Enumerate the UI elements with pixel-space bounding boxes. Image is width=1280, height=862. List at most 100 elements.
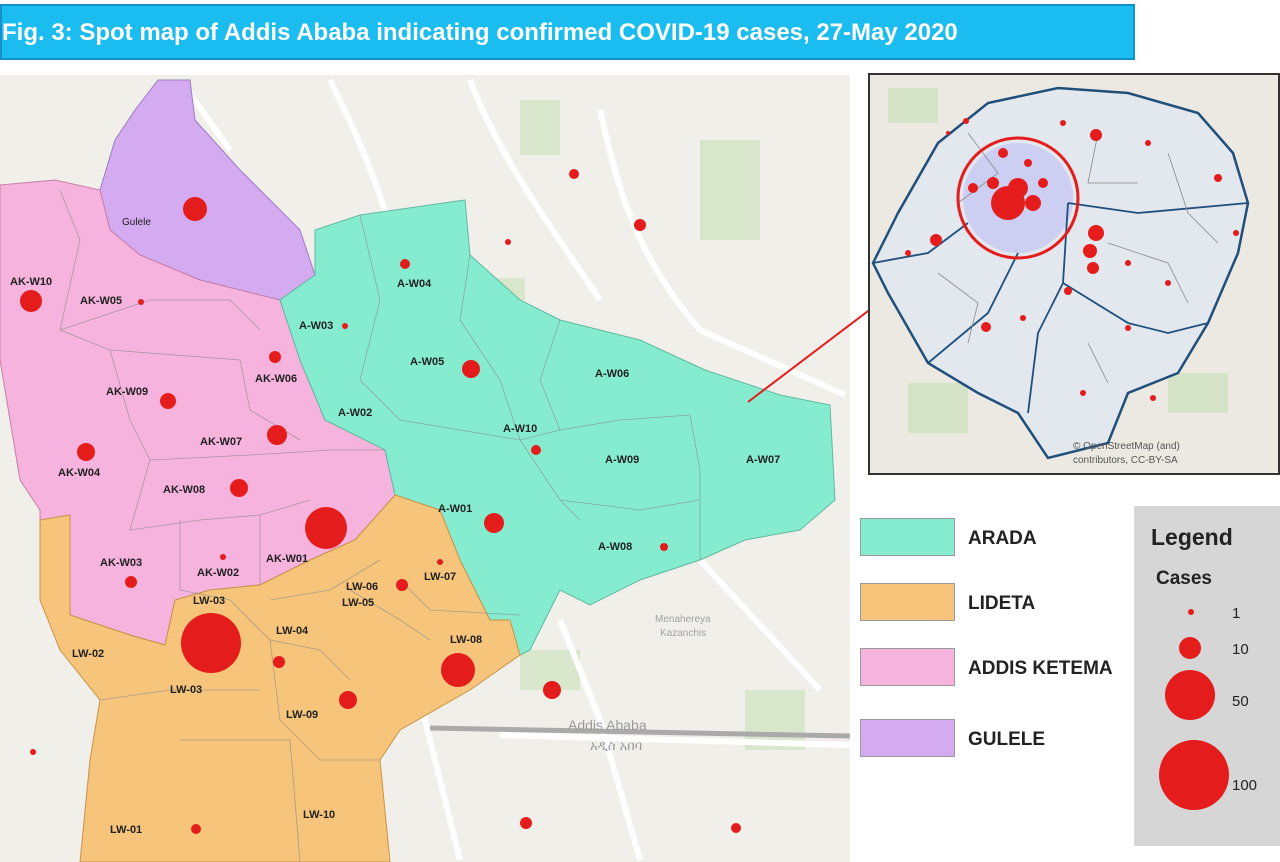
ward-label-ak-w10: AK-W10 <box>10 276 52 288</box>
legend-label-10: 10 <box>1232 641 1249 658</box>
inset-highlight-circle <box>956 136 1080 260</box>
case-dot <box>160 393 176 409</box>
ward-label-lw-09: LW-09 <box>286 709 318 721</box>
inset-ward-lines <box>937 132 1219 384</box>
inset-attribution-line2: contributors, CC-BY-SA <box>1073 455 1178 466</box>
ward-label-ak-w07: AK-W07 <box>200 436 242 448</box>
ward-label-lw-02: LW-02 <box>72 648 104 660</box>
ward-label-ak-w02: AK-W02 <box>197 567 239 579</box>
ward-label-ak-w01: AK-W01 <box>266 553 308 565</box>
ward-label-a-w05: A-W05 <box>410 356 444 368</box>
legend-item-gulele: GULELE <box>860 719 1130 759</box>
ward-label-a-w08: A-W08 <box>598 541 632 553</box>
case-dot <box>505 239 511 245</box>
ward-label-a-w09: A-W09 <box>605 454 639 466</box>
case-dot <box>183 197 207 221</box>
legend-title: Legend <box>1151 524 1233 550</box>
ward-label-ak-w06: AK-W06 <box>255 373 297 385</box>
case-size-legend: Legend Cases 1 10 50 100 <box>1134 506 1280 846</box>
figure-title: Fig. 3: Spot map of Addis Ababa indicati… <box>2 19 958 46</box>
ward-label-a-w06: A-W06 <box>595 368 629 380</box>
case-dot <box>191 824 201 834</box>
case-dot <box>342 323 348 329</box>
inset-attribution-line1: © OpenStreetMap (and) <box>1073 441 1180 452</box>
case-dot <box>437 559 443 565</box>
legend-swatch-addis-ketema <box>860 648 955 686</box>
case-dot <box>305 507 347 549</box>
ward-label-lw-03-north: LW-03 <box>193 595 225 607</box>
case-dot <box>396 579 408 591</box>
ward-label-a-w01: A-W01 <box>438 503 472 515</box>
legend-label-arada: ARADA <box>968 528 1037 549</box>
legend-label-50: 50 <box>1232 693 1249 710</box>
ward-label-ak-w03: AK-W03 <box>100 557 142 569</box>
case-dot <box>634 219 646 231</box>
district-arada[interactable] <box>279 199 836 661</box>
legend-circle-1 <box>1188 609 1194 615</box>
case-dot <box>531 445 541 455</box>
legend-subtitle: Cases <box>1156 568 1212 589</box>
legend-label-1: 1 <box>1232 605 1240 622</box>
case-dot <box>400 259 410 269</box>
case-dot <box>77 443 95 461</box>
case-dot <box>20 290 42 312</box>
ward-label-a-w02: A-W02 <box>338 407 372 419</box>
ward-label-lw-07: LW-07 <box>424 571 456 583</box>
case-dot <box>543 681 561 699</box>
legend-swatch-lideta <box>860 583 955 621</box>
case-dot <box>220 554 226 560</box>
case-dot <box>660 543 668 551</box>
case-dot <box>125 576 137 588</box>
case-dot <box>30 749 36 755</box>
ward-label-lw-05: LW-05 <box>342 597 374 609</box>
case-dot <box>441 653 475 687</box>
ward-label-lw-04: LW-04 <box>276 625 309 637</box>
inset-subcity-lines <box>872 202 1249 414</box>
case-dot <box>273 656 285 668</box>
ward-label-lw-10: LW-10 <box>303 809 335 821</box>
inset-case-dots <box>905 118 1239 401</box>
basemap-label-mercato: Menahereya <box>655 614 711 625</box>
ward-label-ak-w04: AK-W04 <box>58 467 101 479</box>
ward-label-a-w10: A-W10 <box>503 423 537 435</box>
ward-label-ak-w08: AK-W08 <box>163 484 205 496</box>
case-dot <box>269 351 281 363</box>
case-dot <box>181 613 241 673</box>
case-dot <box>339 691 357 709</box>
basemap-label-addis-ababa: Addis Ababa <box>568 717 647 733</box>
legend-item-addis-ketema: ADDIS KETEMA <box>860 648 1130 688</box>
case-dot <box>230 479 248 497</box>
legend-label-gulele: GULELE <box>968 729 1046 750</box>
ward-label-lw-03-south: LW-03 <box>170 684 202 696</box>
case-dot <box>138 299 144 305</box>
railway <box>429 725 850 739</box>
district-legend: ARADA LIDETA ADDIS KETEMA GULELE <box>860 515 1130 765</box>
legend-circle-10 <box>1179 637 1201 659</box>
case-dot <box>569 169 579 179</box>
ward-label-gulele: Gulele <box>122 217 151 228</box>
ward-label-a-w03: A-W03 <box>299 320 333 332</box>
legend-label-addis-ketema: ADDIS KETEMA <box>968 658 1113 679</box>
ward-label-a-w04: A-W04 <box>397 278 432 290</box>
case-dot <box>484 513 504 533</box>
ward-label-ak-w09: AK-W09 <box>106 386 148 398</box>
legend-swatch-gulele <box>860 719 955 757</box>
basemap-label-addis-ababa-amharic: አዲስ አበባ <box>590 739 642 754</box>
case-dots <box>20 169 741 834</box>
case-dot <box>267 425 287 445</box>
ward-label-lw-01: LW-01 <box>110 824 142 836</box>
legend-circle-50 <box>1165 670 1215 720</box>
legend-item-lideta: LIDETA <box>860 583 1130 623</box>
inset-map[interactable]: © OpenStreetMap (and) contributors, CC-B… <box>868 73 1280 475</box>
case-dot <box>462 360 480 378</box>
legend-swatch-arada <box>860 518 955 556</box>
basemap-label-kazanchis: Kazanchis <box>660 628 706 639</box>
ward-boundaries <box>59 189 701 862</box>
case-dot <box>731 823 741 833</box>
ward-label-a-w07: A-W07 <box>746 454 780 466</box>
main-map[interactable]: Addis Ababa አዲስ አበባ Menahereya Kazanchis <box>0 75 850 862</box>
case-dot <box>520 817 532 829</box>
legend-item-arada: ARADA <box>860 518 1130 558</box>
ward-label-lw-08: LW-08 <box>450 634 482 646</box>
ward-label-lw-06: LW-06 <box>346 581 378 593</box>
